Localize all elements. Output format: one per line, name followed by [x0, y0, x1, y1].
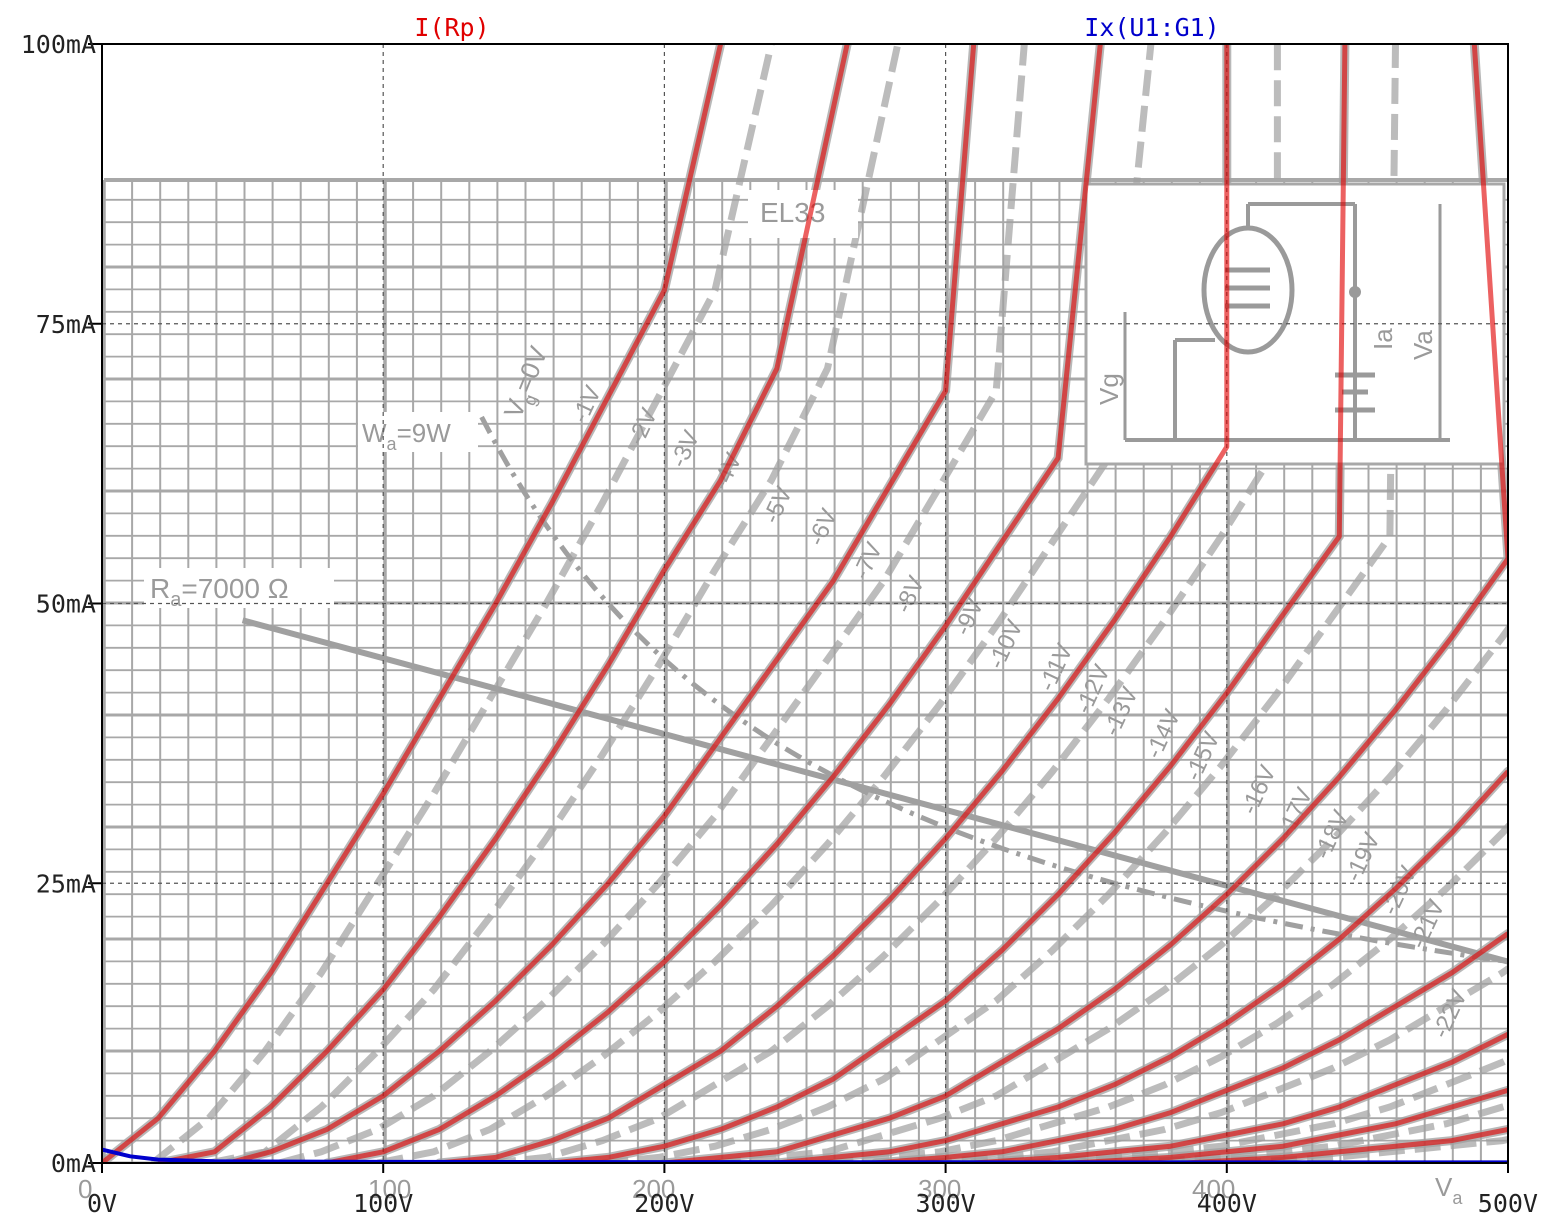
datasheet-dashed-curve: [489, 44, 1281, 1163]
y-tick-label: 75mA: [36, 310, 96, 339]
datasheet-curve-label: -16V: [1236, 761, 1282, 818]
load-line-label: Ra=7000 Ω: [150, 573, 289, 611]
datasheet-dashed-curve: [925, 964, 1508, 1163]
datasheet-curve-label: -5V: [758, 482, 798, 527]
x-tick-label: 400V: [1197, 1189, 1257, 1218]
load-line-label-box: [144, 568, 334, 608]
datasheet-curve-label: -3V: [665, 426, 705, 471]
i-rp-trace-0V: [102, 44, 724, 1163]
datasheet-dashed-curve: [827, 821, 1508, 1163]
i-rp-trace-m10V: [1071, 1087, 1508, 1163]
x-axis-ticks: 0V 100V 200V 300V 400V 500V: [87, 1163, 1538, 1218]
y-tick-label: 25mA: [36, 869, 96, 898]
datasheet-curve-label: -19V: [1340, 828, 1386, 885]
i-rp-trace-m8V: [875, 931, 1508, 1163]
inset-vg-label: Vg: [1094, 373, 1124, 405]
i-rp-trace-m1V: [157, 44, 850, 1163]
y-tick-label: 0mA: [51, 1149, 96, 1178]
datasheet-curve-label: -15V: [1180, 728, 1226, 785]
datasheet-curve-label: -9V: [949, 594, 989, 639]
datasheet-dashed-curve: [602, 44, 1399, 1163]
dissipation-hyperbola: [479, 415, 1508, 965]
datasheet-curve-label: -18V: [1309, 806, 1355, 863]
datasheet-title-box: [748, 190, 858, 238]
datasheet-va-label: Va: [1435, 1172, 1463, 1208]
x-tick-label: 0V: [87, 1189, 117, 1218]
datasheet-dashed-curve: [208, 44, 902, 1163]
datasheet-x-tick-300: 300: [918, 1174, 961, 1204]
datasheet-curve-label: -1V: [567, 382, 607, 427]
datasheet-dashed-curve: [376, 44, 1155, 1163]
i-rp-trace-m7V: [776, 769, 1508, 1163]
x-tick-label: 500V: [1478, 1189, 1538, 1218]
datasheet-x-tick-0: 0: [78, 1174, 92, 1204]
datasheet-dashed-curve: [1122, 1101, 1508, 1163]
y-tick-label: 100mA: [21, 30, 96, 59]
datasheet-curve-label: -6V: [803, 505, 843, 550]
legend-ix-u1-g1[interactable]: Ix(U1:G1): [1084, 13, 1219, 42]
inset-ia-label: Ia: [1368, 328, 1398, 350]
x-tick-label: 200V: [634, 1189, 694, 1218]
i-rp-trace-m4V: [439, 44, 1230, 1163]
datasheet-x-tick-100: 100: [368, 1174, 411, 1204]
datasheet-dashed-curve: [1235, 1135, 1508, 1163]
datasheet-x-tick-400: 400: [1192, 1174, 1235, 1204]
y-tick-label: 50mA: [36, 590, 96, 619]
datasheet-curve-label: -22V: [1427, 985, 1473, 1042]
datasheet-dashed-curve: [714, 623, 1508, 1163]
datasheet-ma-label: (mA): [32, 230, 80, 255]
i-rp-trace-m5V: [551, 44, 1348, 1163]
datasheet-dashed-curve: [278, 44, 1028, 1163]
x-tick-label: 300V: [915, 1189, 975, 1218]
inset-va-label: Va: [1408, 330, 1438, 360]
datasheet-x-ticks: 0 100 200 300 400 Va: [78, 1172, 1463, 1208]
datasheet-curve-label: -10V: [983, 616, 1029, 673]
x-tick-label: 100V: [353, 1189, 413, 1218]
legend-i-rp[interactable]: I(Rp): [414, 13, 489, 42]
i-rp-trace-m6V: [664, 44, 1508, 1163]
traces: [102, 44, 1508, 1163]
datasheet-curve-label: -8V: [890, 572, 930, 617]
grid-zero-label: Vg=0V: [498, 341, 559, 424]
datasheet-ia-label: Ia: [36, 182, 57, 223]
y-axis-ticks: 0mA 25mA 50mA 75mA 100mA: [21, 30, 102, 1178]
datasheet-dashed-curve: [150, 44, 775, 1163]
i-rp-trace-m3V: [326, 44, 1103, 1163]
i-rp-trace-m11V: [1184, 1126, 1508, 1163]
i-rp-trace-m2V: [227, 44, 977, 1163]
dissipation-label-box: [358, 412, 478, 452]
datasheet-curve-label: -2V: [623, 404, 663, 449]
i-rp-trace-m9V: [973, 1032, 1508, 1163]
datasheet-x-tick-200: 200: [632, 1174, 675, 1204]
datasheet-dashed-curve: [1024, 1055, 1508, 1163]
